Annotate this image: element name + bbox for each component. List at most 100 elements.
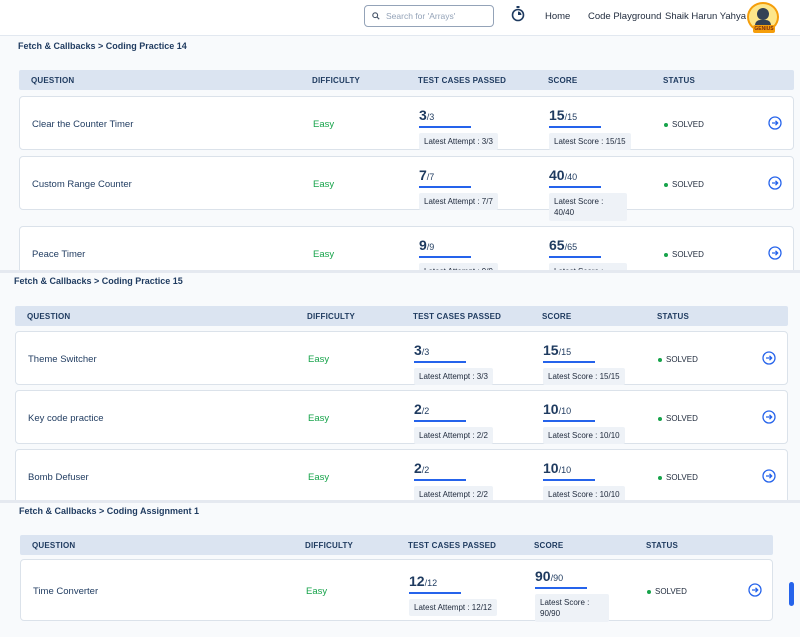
score-value: 90 <box>535 568 551 584</box>
status-text: SOLVED <box>672 120 704 129</box>
tests-total: /3 <box>426 112 435 122</box>
question-name[interactable]: Time Converter <box>33 586 99 597</box>
status-badge: SOLVED <box>664 250 704 259</box>
latest-score: Latest Score : <box>549 263 627 271</box>
tests-total: /7 <box>426 172 435 182</box>
section-divider <box>0 270 800 274</box>
avatar-badge: GENIUS <box>753 25 775 33</box>
score-total: /10 <box>558 465 572 475</box>
side-scroll-tab[interactable] <box>789 582 794 606</box>
table-row[interactable]: Bomb Defuser Easy 2/2 Latest Attempt : 2… <box>15 449 788 503</box>
score-value: 10 <box>543 401 559 417</box>
status-badge: SOLVED <box>647 587 687 596</box>
status-badge: SOLVED <box>658 414 698 423</box>
test-cases-metric: 3/3 Latest Attempt : 3/3 <box>414 342 493 385</box>
difficulty-label: Easy <box>308 472 330 483</box>
score-value: 10 <box>543 460 559 476</box>
section-coding-practice-15: Fetch & Callbacks > Coding Practice 15 Q… <box>0 273 800 503</box>
tests-progress-bar <box>419 126 471 128</box>
table-row[interactable]: Peace Timer Easy 9/9 Latest Attempt : 9/… <box>19 226 794 271</box>
tests-passed: 7 <box>419 167 427 183</box>
score-progress-bar <box>543 479 595 481</box>
arrow-right-circle-icon[interactable] <box>768 246 782 260</box>
test-cases-metric: 2/2 Latest Attempt : 2/2 <box>414 460 493 503</box>
col-question: QUESTION <box>32 541 76 550</box>
score-total: /10 <box>558 406 572 416</box>
latest-score: Latest Score : 40/40 <box>549 193 627 221</box>
latest-attempt: Latest Attempt : 2/2 <box>414 486 493 503</box>
status-dot <box>647 589 651 594</box>
col-test-cases: TEST CASES PASSED <box>418 76 507 85</box>
score-value: 40 <box>549 167 565 183</box>
question-name[interactable]: Key code practice <box>28 413 104 424</box>
score-progress-bar <box>549 256 601 258</box>
nav-home-link[interactable]: Home <box>545 11 571 22</box>
table-row[interactable]: Clear the Counter Timer Easy 3/3 Latest … <box>19 96 794 150</box>
question-name[interactable]: Theme Switcher <box>28 354 97 365</box>
table-row[interactable]: Time Converter Easy 12/12 Latest Attempt… <box>20 559 773 622</box>
section-coding-practice-14: Fetch & Callbacks > Coding Practice 14 Q… <box>0 36 800 271</box>
col-score: SCORE <box>548 76 578 85</box>
score-total: /15 <box>558 347 572 357</box>
arrow-right-circle-icon[interactable] <box>768 116 782 130</box>
question-name[interactable]: Custom Range Counter <box>32 179 132 190</box>
status-badge: SOLVED <box>658 355 698 364</box>
status-dot <box>664 252 668 257</box>
arrow-right-circle-icon[interactable] <box>768 176 782 190</box>
status-dot <box>658 357 662 362</box>
latest-attempt: Latest Attempt : 9/9 <box>419 263 498 271</box>
nav-code-playground-link[interactable]: Code Playground <box>588 11 662 22</box>
tests-progress-bar <box>414 479 466 481</box>
table-row[interactable]: Key code practice Easy 2/2 Latest Attemp… <box>15 390 788 444</box>
col-question: QUESTION <box>31 76 75 85</box>
score-total: /15 <box>564 112 578 122</box>
search-icon <box>372 12 380 20</box>
tests-passed: 3 <box>419 107 427 123</box>
status-badge: SOLVED <box>658 473 698 482</box>
score-metric: 15/15 Latest Score : 15/15 <box>549 107 631 150</box>
user-name[interactable]: Shaik Harun Yahya <box>665 11 746 22</box>
score-progress-bar <box>543 420 595 422</box>
tests-progress-bar <box>409 592 461 594</box>
question-name[interactable]: Bomb Defuser <box>28 472 89 483</box>
table-row[interactable]: Theme Switcher Easy 3/3 Latest Attempt :… <box>15 331 788 385</box>
arrow-right-circle-icon[interactable] <box>748 583 762 597</box>
tests-passed: 9 <box>419 237 427 253</box>
score-metric: 15/15 Latest Score : 15/15 <box>543 342 625 385</box>
col-question: QUESTION <box>27 312 71 321</box>
question-name[interactable]: Clear the Counter Timer <box>32 119 134 130</box>
test-cases-metric: 2/2 Latest Attempt : 2/2 <box>414 401 493 444</box>
difficulty-label: Easy <box>313 179 335 190</box>
status-dot <box>664 182 668 187</box>
arrow-right-circle-icon[interactable] <box>762 410 776 424</box>
col-score: SCORE <box>542 312 572 321</box>
tests-total: /2 <box>421 406 430 416</box>
score-value: 65 <box>549 237 565 253</box>
tests-progress-bar <box>414 420 466 422</box>
score-metric: 10/10 Latest Score : 10/10 <box>543 460 625 503</box>
table-row[interactable]: Custom Range Counter Easy 7/7 Latest Att… <box>19 156 794 221</box>
section-divider <box>0 500 800 504</box>
latest-attempt: Latest Attempt : 3/3 <box>414 368 493 385</box>
arrow-right-circle-icon[interactable] <box>762 351 776 365</box>
difficulty-label: Easy <box>308 354 330 365</box>
arrow-right-circle-icon[interactable] <box>762 469 776 483</box>
score-progress-bar <box>549 186 601 188</box>
latest-score: Latest Score : 15/15 <box>543 368 625 385</box>
breadcrumb: Fetch & Callbacks > Coding Practice 15 <box>14 276 183 286</box>
stopwatch-icon[interactable] <box>511 6 525 22</box>
score-metric: 10/10 Latest Score : 10/10 <box>543 401 625 444</box>
breadcrumb: Fetch & Callbacks > Coding Practice 14 <box>18 41 187 51</box>
status-dot <box>664 122 668 127</box>
tests-total: /3 <box>421 347 430 357</box>
status-text: SOLVED <box>666 355 698 364</box>
section-coding-assignment-1: Fetch & Callbacks > Coding Assignment 1 … <box>0 503 800 637</box>
latest-attempt: Latest Attempt : 7/7 <box>419 193 498 210</box>
search-input[interactable] <box>386 11 486 21</box>
score-progress-bar <box>543 361 595 363</box>
latest-score: Latest Score : 10/10 <box>543 427 625 444</box>
col-difficulty: DIFFICULTY <box>312 76 361 85</box>
search-box[interactable] <box>364 5 494 27</box>
question-name[interactable]: Peace Timer <box>32 249 86 260</box>
test-cases-metric: 3/3 Latest Attempt : 3/3 <box>419 107 498 150</box>
